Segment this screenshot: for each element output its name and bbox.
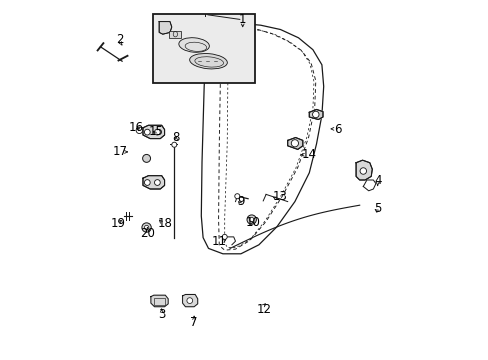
Bar xyxy=(168,31,181,38)
Text: 15: 15 xyxy=(148,125,163,138)
Text: 3: 3 xyxy=(158,309,165,321)
Circle shape xyxy=(291,140,298,147)
Circle shape xyxy=(142,223,151,232)
Text: 6: 6 xyxy=(334,123,341,136)
Text: 16: 16 xyxy=(129,121,143,134)
Circle shape xyxy=(171,142,177,147)
Bar xyxy=(153,298,165,305)
Circle shape xyxy=(144,180,150,185)
Circle shape xyxy=(359,168,366,174)
Ellipse shape xyxy=(189,54,227,69)
Text: 17: 17 xyxy=(113,145,127,158)
Text: 10: 10 xyxy=(245,216,261,229)
Text: 13: 13 xyxy=(272,190,287,203)
Circle shape xyxy=(249,217,253,222)
Text: 19: 19 xyxy=(111,217,126,230)
Text: 18: 18 xyxy=(158,217,172,230)
Text: 9: 9 xyxy=(237,195,244,208)
Text: 8: 8 xyxy=(172,131,180,144)
Text: 2: 2 xyxy=(116,33,124,46)
Polygon shape xyxy=(182,294,197,307)
Text: 4: 4 xyxy=(373,174,381,186)
Circle shape xyxy=(144,129,150,135)
Circle shape xyxy=(136,127,142,134)
Polygon shape xyxy=(159,22,171,34)
Circle shape xyxy=(312,111,318,118)
Ellipse shape xyxy=(179,38,209,52)
Polygon shape xyxy=(142,176,164,189)
Circle shape xyxy=(246,215,256,224)
Text: 7: 7 xyxy=(190,316,198,329)
Circle shape xyxy=(154,180,160,185)
Polygon shape xyxy=(309,109,322,120)
Circle shape xyxy=(154,129,160,135)
Polygon shape xyxy=(142,125,164,139)
Text: 11: 11 xyxy=(211,235,226,248)
Polygon shape xyxy=(151,295,168,307)
Text: 14: 14 xyxy=(301,148,316,161)
Circle shape xyxy=(186,298,192,303)
Polygon shape xyxy=(287,138,302,149)
Text: 5: 5 xyxy=(373,202,381,215)
Circle shape xyxy=(144,225,148,230)
Circle shape xyxy=(222,234,227,239)
Text: 12: 12 xyxy=(256,303,271,316)
Polygon shape xyxy=(355,160,371,180)
Bar xyxy=(152,14,255,83)
Circle shape xyxy=(234,194,239,199)
Text: 1: 1 xyxy=(239,13,246,26)
Circle shape xyxy=(142,154,150,162)
Text: 20: 20 xyxy=(140,227,154,240)
